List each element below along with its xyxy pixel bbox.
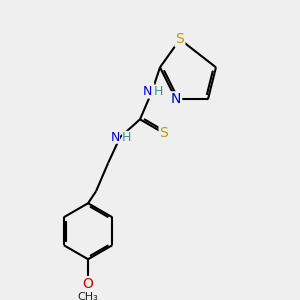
Text: CH₃: CH₃: [78, 292, 98, 300]
Text: S: S: [176, 32, 184, 46]
Text: O: O: [82, 277, 94, 291]
Text: H: H: [154, 85, 164, 98]
Text: N: N: [111, 131, 120, 144]
Text: N: N: [143, 83, 153, 98]
Text: H: H: [122, 131, 131, 144]
Text: S: S: [160, 126, 168, 140]
Text: N: N: [171, 92, 181, 106]
Text: N: N: [142, 85, 152, 98]
Text: H: H: [144, 86, 152, 96]
